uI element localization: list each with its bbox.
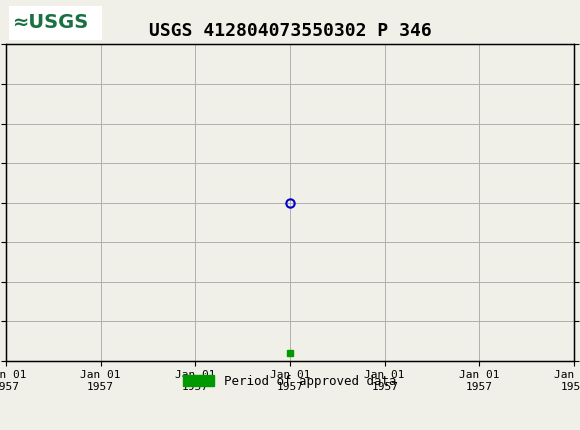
Text: ≈USGS: ≈USGS bbox=[13, 13, 89, 32]
Legend: Period of approved data: Period of approved data bbox=[178, 369, 402, 393]
Bar bbox=[9, 6, 103, 40]
Title: USGS 412804073550302 P 346: USGS 412804073550302 P 346 bbox=[148, 22, 432, 40]
